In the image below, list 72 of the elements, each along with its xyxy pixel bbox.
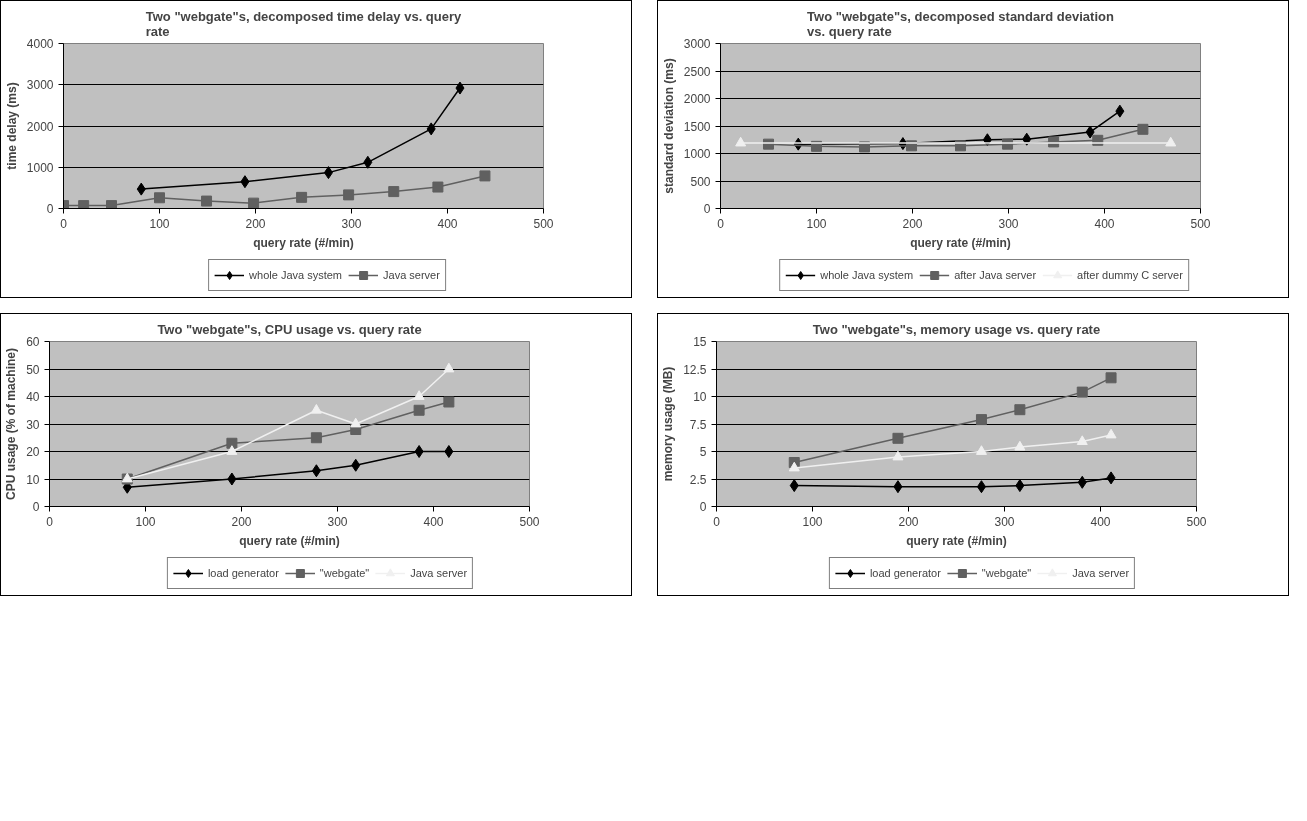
x-tick-label: 200 [231, 514, 252, 529]
x-axis-title: query rate (#/min) [239, 533, 340, 548]
legend-label: Java server [410, 566, 468, 579]
x-tick-label: 500 [1190, 216, 1211, 231]
legend-label: load generator [869, 566, 941, 579]
x-tick-label: 0 [717, 216, 725, 231]
y-tick-label: 12.5 [683, 362, 707, 377]
x-tick-label: 300 [998, 216, 1019, 231]
legend-label: after dummy C server [1077, 268, 1183, 281]
x-tick-label: 100 [806, 216, 827, 231]
x-tick-label: 500 [519, 514, 540, 529]
y-tick-label: 10 [26, 472, 40, 487]
y-tick-label: 1000 [683, 147, 711, 161]
chart-title: Two "webgate"s, CPU usage vs. query rate [157, 321, 422, 337]
chart-title: Two "webgate"s, decomposed time delay vs. query rate [145, 8, 463, 39]
y-tick-label: 15 [693, 335, 707, 349]
y-axis-title: CPU usage (% of machine) [4, 347, 19, 501]
y-tick-label: 2000 [26, 119, 54, 134]
y-tick-label: 0 [32, 500, 40, 514]
y-tick-label: 1000 [26, 160, 54, 175]
x-tick-label: 200 [902, 216, 923, 231]
y-tick-label: 3000 [26, 78, 54, 93]
y-tick-label: 0 [699, 500, 707, 514]
y-tick-label: 500 [690, 174, 711, 189]
legend-label: whole Java system [820, 268, 914, 281]
legend-label: load generator [207, 566, 279, 579]
x-tick-label: 0 [60, 216, 68, 231]
x-tick-label: 300 [341, 216, 362, 231]
legend-label: after Java server [954, 268, 1037, 281]
x-tick-label: 500 [1186, 514, 1207, 529]
y-tick-label: 4000 [26, 37, 54, 51]
y-axis-title: standard deviation (ms) [661, 58, 676, 194]
legend-label: Java server [1072, 566, 1130, 579]
y-tick-label: 50 [26, 362, 40, 377]
x-tick-label: 0 [713, 514, 721, 529]
x-tick-label: 100 [149, 216, 170, 231]
x-tick-label: 300 [327, 514, 348, 529]
x-axis-title: query rate (#/min) [906, 533, 1007, 548]
x-axis-title: query rate (#/min) [910, 235, 1011, 250]
y-tick-label: 2500 [683, 64, 711, 79]
chart-title: Two "webgate"s, decomposed standard deviation vs. query rate [807, 8, 1114, 39]
x-tick-label: 200 [245, 216, 266, 231]
y-tick-label: 0 [46, 202, 54, 216]
x-tick-label: 400 [1090, 514, 1111, 529]
legend-label: Java server [383, 268, 440, 281]
y-tick-label: 60 [26, 335, 40, 349]
y-tick-label: 30 [26, 417, 40, 432]
y-tick-label: 20 [26, 445, 40, 459]
legend-label: "webgate" [981, 566, 1032, 579]
x-tick-label: 100 [802, 514, 823, 529]
y-tick-label: 7.5 [689, 417, 707, 432]
x-tick-label: 400 [1094, 216, 1115, 231]
y-tick-label: 0 [703, 202, 711, 216]
y-tick-label: 40 [26, 390, 40, 404]
x-tick-label: 100 [135, 514, 156, 529]
y-axis-title: time delay (ms) [4, 82, 19, 170]
x-tick-label: 400 [437, 216, 458, 231]
y-tick-label: 2000 [683, 92, 711, 106]
x-axis-title: query rate (#/min) [253, 235, 354, 250]
legend-label: whole Java system [249, 268, 343, 281]
y-axis-title: memory usage (MB) [661, 366, 676, 482]
x-tick-label: 200 [898, 514, 919, 529]
y-tick-label: 2.5 [689, 472, 707, 487]
chart-title: Two "webgate"s, memory usage vs. query rate [812, 321, 1101, 337]
y-tick-label: 3000 [683, 37, 711, 51]
y-tick-label: 5 [699, 445, 707, 459]
legend-label: "webgate" [319, 566, 370, 579]
x-tick-label: 300 [994, 514, 1015, 529]
x-tick-label: 500 [533, 216, 554, 231]
x-tick-label: 400 [423, 514, 444, 529]
y-tick-label: 10 [693, 390, 707, 404]
y-tick-label: 1500 [683, 119, 711, 134]
